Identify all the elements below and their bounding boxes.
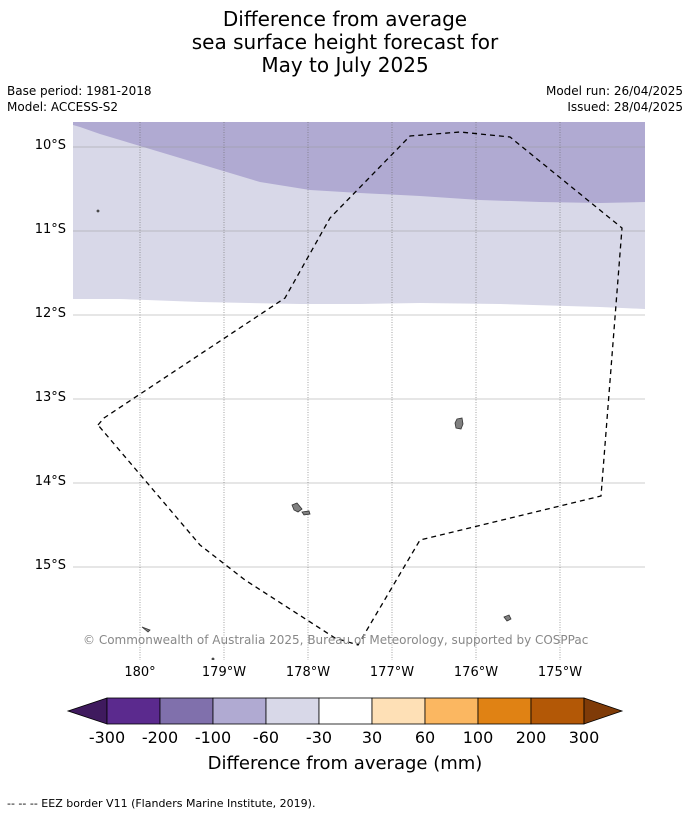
gridlines xyxy=(73,122,645,660)
anomaly-region-medium xyxy=(73,122,645,203)
colorbar-tick: 60 xyxy=(414,728,436,747)
island-southwest xyxy=(141,626,151,633)
island-wallis xyxy=(454,417,464,430)
map-plot-area xyxy=(73,122,645,660)
title-line-2: sea surface height forecast for xyxy=(191,30,499,54)
colorbar-segment-7 xyxy=(424,697,479,725)
lat-label-14s: 14°S xyxy=(34,474,66,489)
lat-label-11s: 11°S xyxy=(34,222,66,237)
colorbar-tick: -60 xyxy=(252,728,280,747)
title-line-3: May to July 2025 xyxy=(261,53,429,77)
map-title: Difference from average sea surface heig… xyxy=(0,8,690,77)
land-islands xyxy=(96,209,512,660)
colorbar-segment-9 xyxy=(530,697,585,725)
island-alofi xyxy=(301,510,311,516)
island-dot xyxy=(96,209,100,213)
colorbar-segment-3 xyxy=(212,697,267,725)
colorbar-segment-4 xyxy=(265,697,320,725)
island-east xyxy=(503,614,512,622)
model-run: Model run: 26/04/2025 xyxy=(545,84,683,98)
lon-label-178w: 178°W xyxy=(285,665,331,680)
lon-label-177w: 177°W xyxy=(369,665,415,680)
colorbar-segment-2 xyxy=(159,697,214,725)
colorbar-extend-high xyxy=(583,697,624,725)
model-name: Model: ACCESS-S2 xyxy=(7,100,119,114)
colorbar-tick: -30 xyxy=(305,728,333,747)
lat-label-15s: 15°S xyxy=(34,558,66,573)
meta-left: Base period: 1981-2018 Model: ACCESS-S2 xyxy=(7,83,152,115)
colorbar-tick: 300 xyxy=(568,728,600,747)
colorbar-title: Difference from average (mm) xyxy=(207,753,483,774)
eez-border xyxy=(97,131,623,646)
colorbar-tick: 200 xyxy=(515,728,547,747)
lon-label-179w: 179°W xyxy=(201,665,247,680)
lon-label-175w: 175°W xyxy=(537,665,583,680)
colorbar-tick: 100 xyxy=(462,728,494,747)
lat-label-10s: 10°S xyxy=(34,138,66,153)
eez-footnote: -- -- -- EEZ border V11 (Flanders Marine… xyxy=(7,797,316,810)
colorbar-segment-6 xyxy=(371,697,426,725)
colorbar-tick: -300 xyxy=(88,728,126,747)
meta-right: Model run: 26/04/2025 Issued: 28/04/2025 xyxy=(546,83,683,115)
lon-label-176w: 176°W xyxy=(453,665,499,680)
base-period: Base period: 1981-2018 xyxy=(7,84,152,98)
colorbar-tick: -100 xyxy=(194,728,232,747)
colorbar-tick: 30 xyxy=(361,728,383,747)
island-dot-south xyxy=(211,657,215,660)
colorbar xyxy=(66,697,624,725)
colorbar-segment-1 xyxy=(106,697,161,725)
colorbar-extend-low xyxy=(66,697,108,725)
lat-label-13s: 13°S xyxy=(34,390,66,405)
lat-label-12s: 12°S xyxy=(34,306,66,321)
lon-label-180: 180° xyxy=(124,665,156,680)
copyright-credit: © Commonwealth of Australia 2025, Bureau… xyxy=(83,633,589,647)
title-line-1: Difference from average xyxy=(222,7,468,31)
island-futuna xyxy=(291,502,303,513)
issued-date: Issued: 28/04/2025 xyxy=(567,100,683,114)
colorbar-segment-5 xyxy=(318,697,373,725)
colorbar-segment-8 xyxy=(477,697,532,725)
colorbar-tick: -200 xyxy=(141,728,179,747)
